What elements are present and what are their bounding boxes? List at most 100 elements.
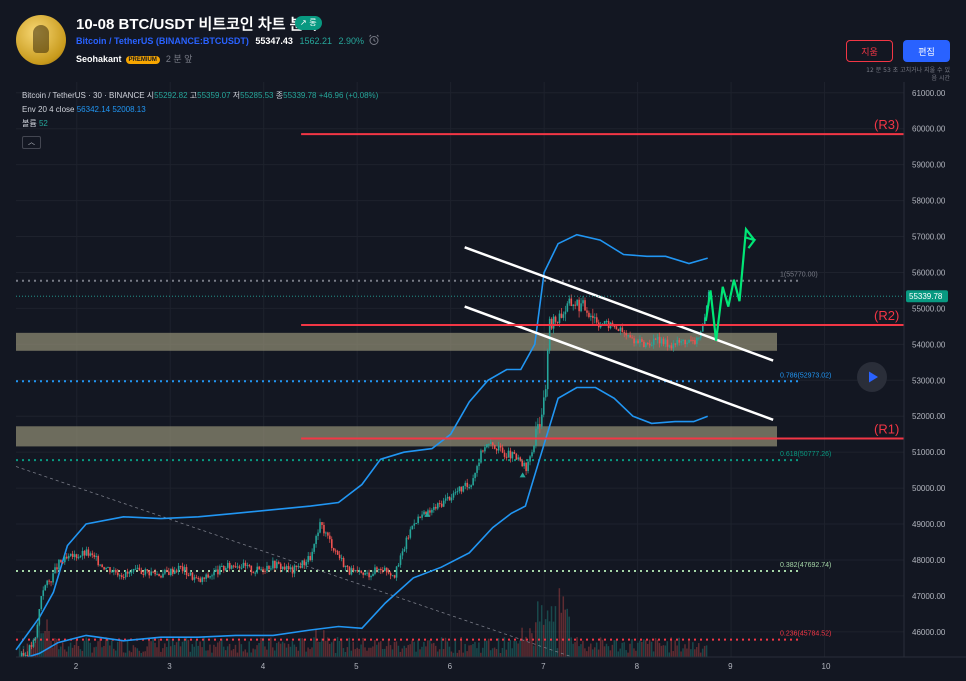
candle-body [552,316,555,329]
volume-bar [666,641,669,657]
candle-body [450,497,453,501]
alarm-clock-icon[interactable] [368,34,380,46]
volume-bar [431,643,433,657]
candle-body [152,571,154,573]
candle-body [641,339,643,342]
candle-body [162,573,164,578]
fib-level-label: 1(55770.00) [780,272,818,279]
candle-body [42,590,45,597]
candle-body [405,537,408,550]
author-name[interactable]: Seohakant [76,54,122,64]
volume-bar [378,642,380,657]
volume-bar [694,649,696,657]
author-avatar[interactable] [16,15,66,65]
volume-bar [397,645,400,657]
candle-body [527,461,529,472]
candle-body [197,578,200,580]
candle-body [87,549,90,556]
candle-body [458,486,461,492]
candle-body [313,544,315,552]
volume-bar [535,622,537,657]
candle-body [144,569,147,575]
candle-body [105,567,107,570]
volume-bar [403,645,406,657]
volume-bar [234,644,237,657]
edit-button[interactable]: 편집 [903,40,950,62]
candle-body [158,573,160,577]
candle-body [403,549,406,552]
volume-bar [81,650,84,657]
volume-bar [558,588,561,657]
candle-body [234,566,237,568]
volume-bar [485,640,488,657]
candle-body [692,340,694,342]
volume-bar [75,639,78,657]
volume-bar [546,610,549,657]
candle-body [664,339,667,345]
candle-body [503,452,506,457]
candle-body [52,573,54,583]
envelope-legend[interactable]: Env 20 4 close 56342.14 52008.13 [22,105,146,114]
candle-body [619,327,622,331]
volume-bar [387,639,390,657]
candle-body [531,452,533,457]
volume-legend[interactable]: 볼륨 52 [22,119,48,128]
candle-body [580,303,582,312]
play-replay-button[interactable] [857,362,887,392]
candle-body [662,338,665,345]
legend-symbol[interactable]: Bitcoin / TetherUS · 30 · BINANCE [22,91,145,100]
candle-body [499,445,502,448]
candle-body [303,560,306,566]
candle-body [34,637,37,640]
volume-bar [101,647,103,657]
volume-bar [511,648,514,657]
volume-bar [493,647,496,657]
volume-bar [230,650,233,657]
symbol-exchange-link[interactable]: (BINANCE:BTCUSDT) [155,36,249,46]
candle-body [187,575,190,577]
volume-bar [421,646,423,657]
candle-body [372,573,374,576]
volume-bar [189,651,192,657]
volume-bar [32,645,35,657]
candle-body [270,568,272,570]
symbol-link[interactable]: Bitcoin / TetherUS [76,36,154,46]
volume-bar [215,646,217,657]
candle-body [574,304,577,306]
candle-body [107,567,109,569]
volume-bar [67,646,70,657]
candle-body [448,496,451,501]
volume-bar [181,641,184,657]
volume-bar [662,645,665,657]
volume-bar [152,638,154,657]
volume-bar [193,646,196,657]
price-chart[interactable]: 1(55770.00) 0.786(52973.02) 0.618(50777.26… [0,82,966,681]
envelope-upper-line [15,233,708,651]
volume-bar [103,645,105,657]
candle-body [217,569,219,575]
candle-body [85,549,88,556]
candle-body [621,327,624,333]
volume-bar [201,647,203,657]
volume-bar [434,645,437,657]
time-tick-label: 5 [354,662,359,671]
delete-button[interactable]: 지움 [846,40,893,62]
volume-bar [491,648,494,657]
time-axis [0,657,966,681]
candle-body [117,572,119,576]
volume-bar [462,652,464,657]
volume-bar [226,646,229,657]
price-tick-label: 57000.00 [912,233,946,242]
chevron-up-icon[interactable]: ︿ [22,136,41,149]
volume-bar [326,637,329,657]
volume-bar [489,650,492,657]
volume-bar [527,642,529,657]
candle-body [20,653,23,660]
volume-bar [570,637,572,657]
volume-bar [319,641,321,657]
candle-body [639,339,641,343]
volume-bar [275,643,278,657]
candle-body [175,570,178,572]
volume-bar [156,647,158,657]
candle-body [236,566,239,568]
